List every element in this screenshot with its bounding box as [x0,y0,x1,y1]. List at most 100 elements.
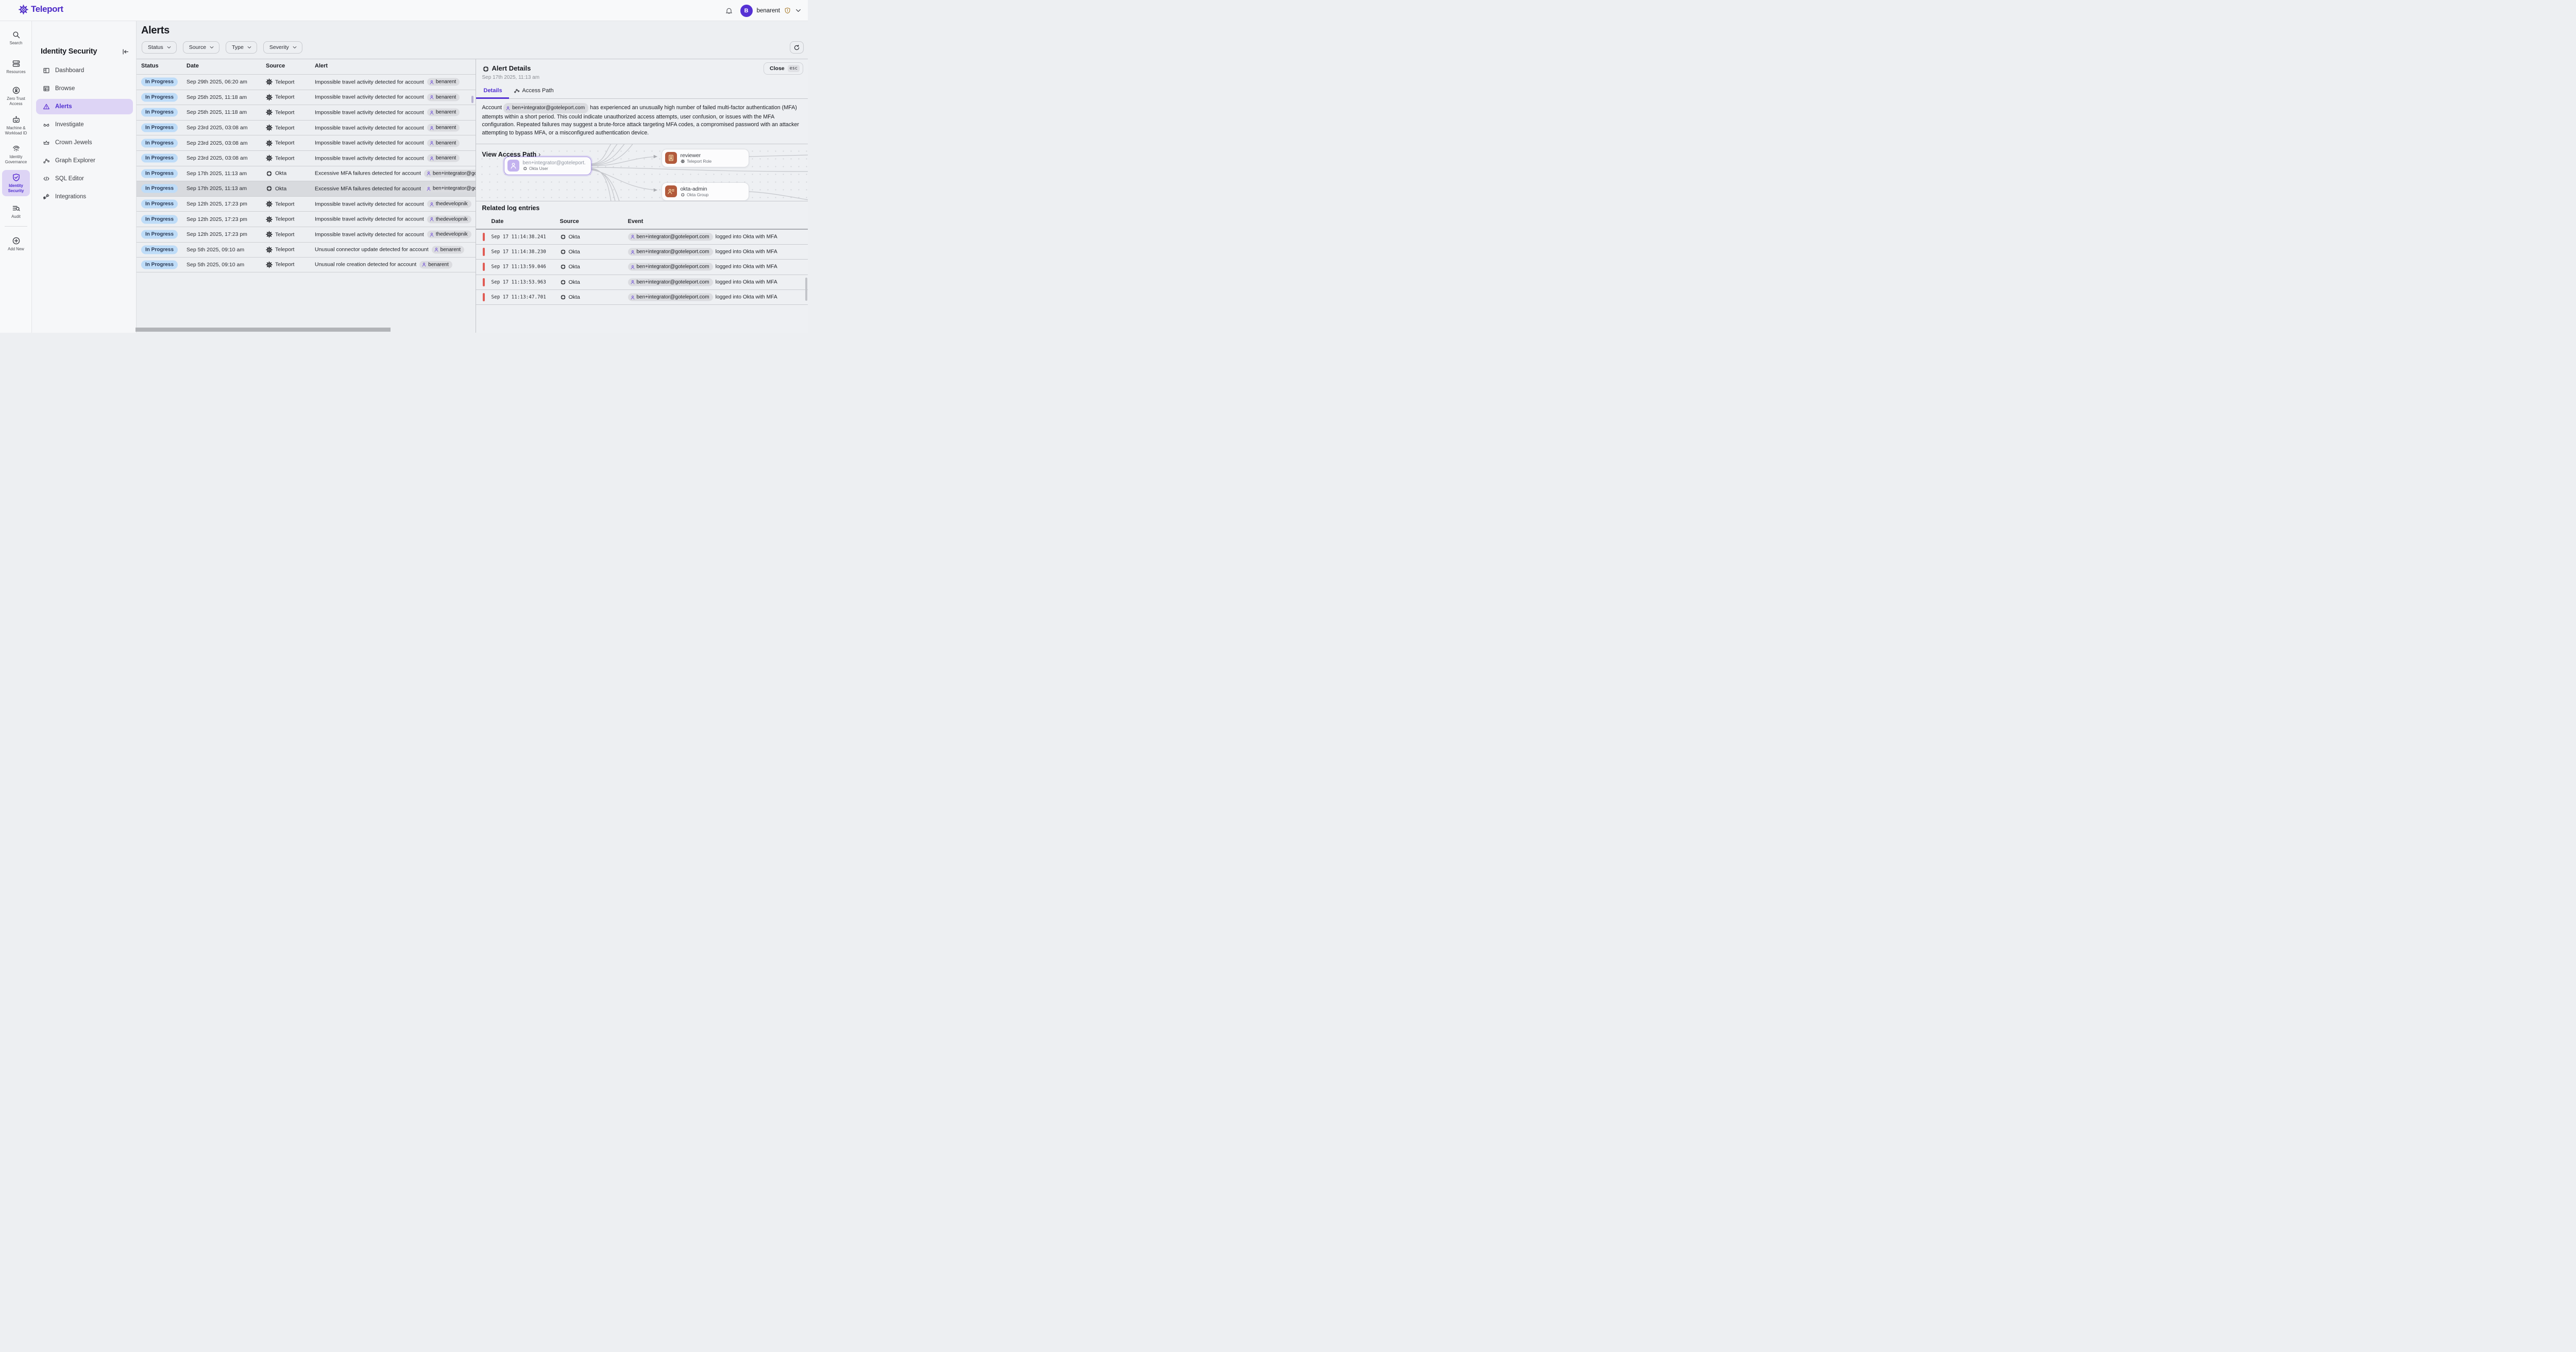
view-access-path-link[interactable]: View Access Path › [482,151,541,158]
sidebar-item-graph-explorer[interactable]: Graph Explorer [36,153,133,168]
table-row[interactable]: In Progress Sep 23rd 2025, 03:08 am Tele… [137,150,808,166]
table-row[interactable]: In Progress Sep 25th 2025, 11:18 am Tele… [137,89,808,105]
rail-item-identity-governance[interactable]: Identity Governance [2,141,30,167]
filter-source[interactable]: Source [182,41,220,54]
zero-trust-icon [12,86,21,95]
person-icon [429,217,434,222]
logs-table: Sep 17 11:14:38.241 Okta ben+integrator@… [476,230,808,305]
status-badge: In Progress [141,245,178,254]
close-button[interactable]: Close esc [764,62,803,75]
okta-icon [266,185,273,192]
account-badge[interactable]: thedevelopnik [427,230,471,238]
table-row[interactable]: In Progress Sep 5th 2025, 09:10 am Telep… [137,242,808,258]
okta-icon [560,279,566,285]
person-icon [429,232,434,237]
table-vertical-scrollbar[interactable] [471,96,473,103]
alert-timestamp: Sep 17th 2025, 11:13 am [482,75,540,80]
table-row[interactable]: In Progress Sep 12th 2025, 17:23 pm Tele… [137,211,808,227]
account-badge[interactable]: benarent [419,261,452,269]
collapse-sidebar-icon[interactable] [122,48,129,56]
notifications-bell-icon[interactable] [725,7,733,15]
rail-item-machine-workload-id[interactable]: Machine & Workload ID [2,112,30,139]
rail-item-identity-security[interactable]: Identity Security [2,170,30,196]
person-icon [630,280,635,285]
access-path-node-okta-user[interactable]: ben+integrator@goteleport.c... Okta User [503,156,591,175]
account-badge[interactable]: ben+integrator@goteleport.com [628,248,713,256]
sidebar-item-integrations[interactable]: Integrations [36,189,133,204]
top-bar: Teleport B benarent [0,0,808,21]
filter-status[interactable]: Status [142,41,177,54]
person-icon [630,264,635,269]
status-badge: In Progress [141,230,178,239]
table-row[interactable]: In Progress Sep 23rd 2025, 03:08 am Tele… [137,119,808,135]
sidebar-item-investigate[interactable]: Investigate [36,117,133,132]
account-badge[interactable]: benarent [427,124,460,132]
okta-icon [560,294,566,300]
okta-icon [681,193,685,197]
account-badge[interactable]: thedevelopnik [427,215,471,224]
filter-severity[interactable]: Severity [263,41,302,54]
sidebar-item-crown-jewels[interactable]: Crown Jewels [36,135,133,150]
rail-item-zero-trust-access[interactable]: Zero Trust Access [2,83,30,109]
graph-icon [514,88,520,94]
sidebar-item-browse[interactable]: Browse [36,81,133,96]
rail-item-search[interactable]: Search [2,27,30,49]
access-path-node-reviewer[interactable]: reviewer Teleport Role [661,148,749,167]
chevron-down-icon [795,7,802,14]
sidebar-item-sql-editor[interactable]: SQL Editor [36,171,133,186]
graph-icon [43,157,50,164]
teleport-icon [266,125,273,131]
account-badge[interactable]: benarent [427,78,460,86]
table-row[interactable]: In Progress Sep 12th 2025, 17:23 pm Tele… [137,196,808,212]
horizontal-scrollbar[interactable] [135,328,391,332]
table-row[interactable]: In Progress Sep 5th 2025, 09:10 am Telep… [137,257,808,272]
access-path-preview[interactable]: ben+integrator@goteleport.c... Okta User… [476,144,808,201]
filter-type[interactable]: Type [226,41,257,54]
account-badge[interactable]: ben+integrator@goteleport.com [503,103,589,113]
search-icon [12,30,21,39]
status-badge: In Progress [141,199,178,209]
account-badge[interactable]: benarent [427,139,460,147]
account-badge[interactable]: ben+integrator@goteleport.com [628,278,713,286]
table-row[interactable]: In Progress Sep 12th 2025, 17:23 pm Tele… [137,226,808,242]
log-row[interactable]: Sep 17 11:14:38.241 Okta ben+integrator@… [476,230,808,245]
person-icon [630,295,635,300]
table-row[interactable]: In Progress Sep 29th 2025, 06:20 am Tele… [137,74,808,90]
log-row[interactable]: Sep 17 11:13:53.963 Okta ben+integrator@… [476,275,808,290]
tabs-divider [476,98,808,99]
account-badge[interactable]: ben+integrator@goteleport.com [628,263,713,271]
rail-item-add-new[interactable]: Add New [2,233,30,255]
table-row[interactable]: In Progress Sep 23rd 2025, 03:08 am Tele… [137,135,808,150]
account-badge[interactable]: benarent [427,154,460,162]
account-badge[interactable]: benarent [427,93,460,101]
account-badge[interactable]: benarent [427,108,460,116]
chevron-right-icon: › [538,151,541,158]
sidebar-item-alerts[interactable]: Alerts [36,99,133,114]
teleport-logo[interactable]: Teleport [19,4,63,14]
access-path-node-okta-admin[interactable]: okta-admin Okta Group [661,182,749,201]
sidebar-title: Identity Security [41,47,97,56]
okta-icon [560,264,566,270]
log-row[interactable]: Sep 17 11:14:38.230 Okta ben+integrator@… [476,245,808,260]
user-menu[interactable]: B benarent [740,4,802,17]
nav-rail: Search Resources Zero Trust Access Machi… [0,21,32,333]
panel-vertical-scrollbar[interactable] [805,278,807,301]
person-icon [429,95,434,100]
okta-icon [482,65,489,73]
sidebar-item-dashboard[interactable]: Dashboard [36,63,133,78]
rail-item-resources[interactable]: Resources [2,56,30,78]
account-badge[interactable]: benarent [431,246,465,254]
dashboard-icon [43,67,50,74]
log-row[interactable]: Sep 17 11:13:47.701 Okta ben+integrator@… [476,290,808,305]
panel-tabs: Details Access Path [476,88,808,98]
log-row[interactable]: Sep 17 11:13:59.046 Okta ben+integrator@… [476,260,808,275]
tab-access-path[interactable]: Access Path [514,88,554,94]
account-badge[interactable]: thedevelopnik [427,200,471,208]
account-badge[interactable]: ben+integrator@goteleport.com [628,293,713,301]
account-badge[interactable]: ben+integrator@goteleport.com [628,233,713,241]
refresh-button[interactable] [790,41,804,54]
rail-item-audit[interactable]: Audit [2,201,30,223]
chevron-down-icon [209,45,214,50]
tab-details[interactable]: Details [483,88,502,94]
table-row[interactable]: In Progress Sep 25th 2025, 11:18 am Tele… [137,105,808,120]
